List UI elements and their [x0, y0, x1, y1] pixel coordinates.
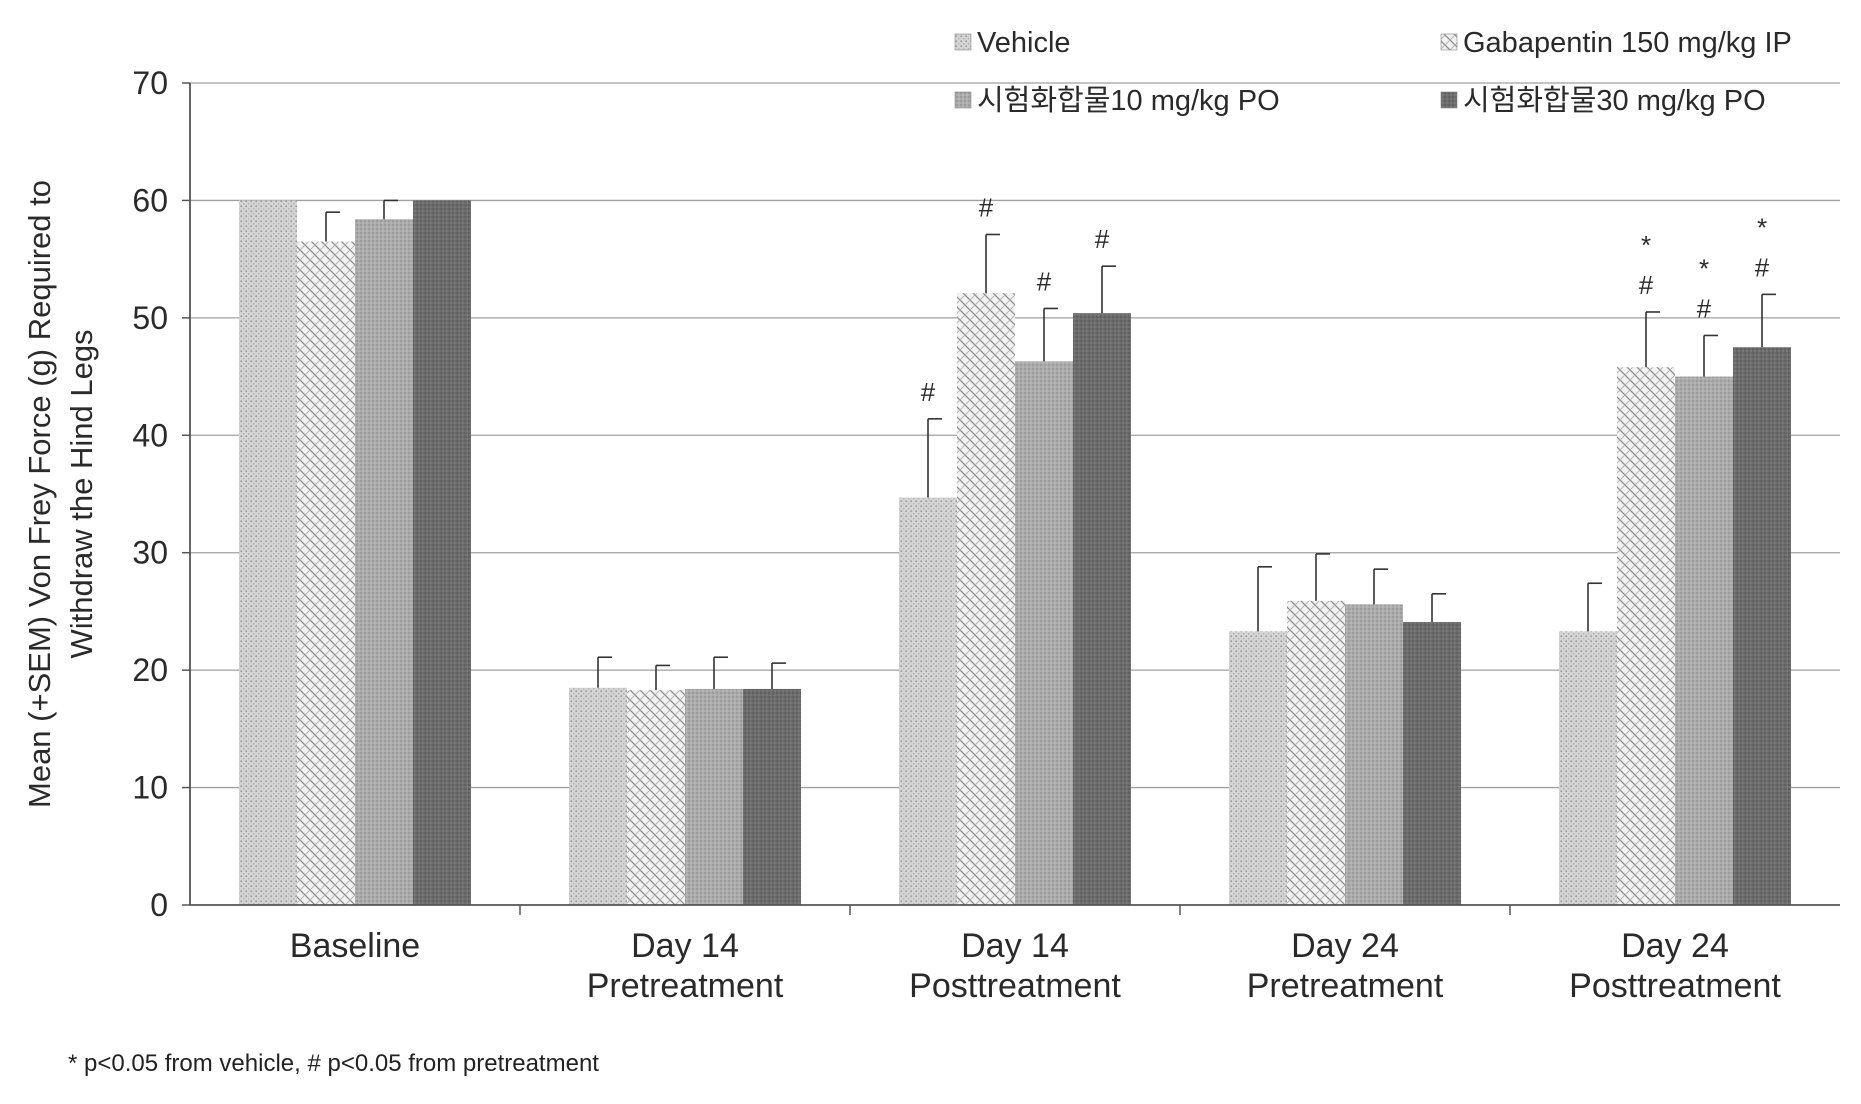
significance-mark: # — [921, 377, 936, 407]
footnote: * p<0.05 from vehicle, # p<0.05 from pre… — [68, 1050, 599, 1077]
bar — [899, 497, 957, 905]
bar — [413, 200, 471, 905]
y-tick-label: 30 — [132, 535, 168, 571]
x-tick-label: Pretreatment — [587, 967, 784, 1005]
x-tick-label: Day 14 — [961, 927, 1069, 965]
bar — [239, 200, 297, 905]
bar — [1675, 376, 1733, 906]
bar — [1559, 631, 1617, 905]
bar — [1287, 600, 1345, 905]
labels: # # # # # * # * # * Mean (+SEM) Von Frey Force (g)… — [22, 180, 1770, 808]
legend-label: Vehicle — [977, 27, 1071, 59]
y-tick-label: 0 — [150, 887, 168, 923]
bar — [1015, 361, 1073, 905]
bar — [355, 219, 413, 905]
legend-label: 시험화합물10 mg/kg PO — [977, 85, 1280, 117]
bar — [1073, 313, 1131, 905]
y-tick-label: 70 — [132, 65, 168, 101]
bar — [957, 293, 1015, 905]
bar — [627, 690, 685, 905]
bar — [569, 687, 627, 905]
y-axis-title: Withdraw the Hind Legs — [64, 329, 99, 658]
legend-swatch — [1440, 91, 1458, 109]
legend-swatch — [1440, 33, 1458, 51]
bar — [685, 688, 743, 905]
x-tick-label: Posttreatment — [1569, 967, 1781, 1005]
legend: Vehicle Gabapentin 150 mg/kg IP 시험화합물10 mg… — [954, 27, 1792, 117]
bar — [1345, 604, 1403, 905]
bar — [743, 688, 801, 905]
significance-mark: # — [979, 192, 994, 222]
significance-mark: # — [1697, 293, 1712, 323]
significance-mark: * — [1641, 230, 1651, 260]
legend-swatch — [954, 33, 972, 51]
y-tick-label: 40 — [132, 417, 168, 453]
bar — [1733, 347, 1791, 905]
bar — [297, 241, 355, 905]
bar — [1229, 631, 1287, 905]
x-tick-label: Day 14 — [631, 927, 739, 965]
legend-label: Gabapentin 150 mg/kg IP — [1463, 27, 1792, 59]
x-tick-label: Baseline — [290, 927, 420, 965]
significance-mark: # — [1755, 252, 1770, 282]
x-tick-label: Pretreatment — [1247, 967, 1444, 1005]
significance-mark: # — [1639, 270, 1654, 300]
significance-mark: * — [1757, 212, 1767, 242]
bar — [1403, 621, 1461, 905]
y-tick-label: 50 — [132, 300, 168, 336]
legend-label: 시험화합물30 mg/kg PO — [1463, 85, 1766, 117]
y-tick-label: 10 — [132, 770, 168, 806]
significance-mark: # — [1037, 266, 1052, 296]
x-tick-label: Day 24 — [1621, 927, 1729, 965]
x-tick-label: Day 24 — [1291, 927, 1399, 965]
y-tick-label: 60 — [132, 182, 168, 218]
bar — [1617, 367, 1675, 906]
significance-mark: # — [1095, 224, 1110, 254]
legend-swatch — [954, 91, 972, 109]
x-tick-label: Posttreatment — [909, 967, 1121, 1005]
y-tick-label: 20 — [132, 652, 168, 688]
y-axis-title: Mean (+SEM) Von Frey Force (g) Required … — [22, 180, 57, 808]
bars — [239, 199, 1791, 906]
significance-mark: * — [1699, 253, 1709, 283]
